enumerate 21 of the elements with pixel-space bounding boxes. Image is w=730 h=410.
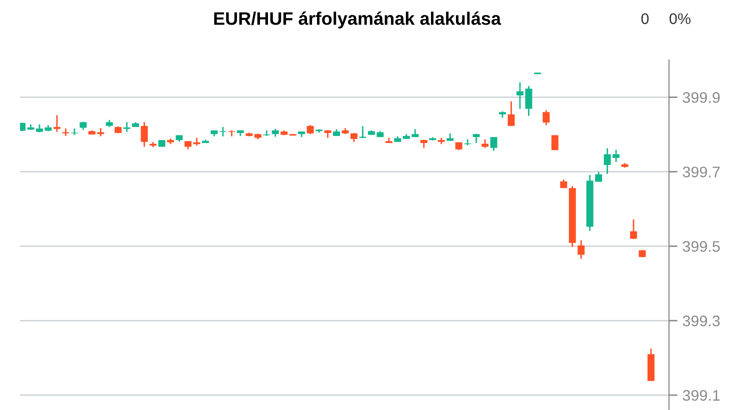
candlestick <box>542 110 550 126</box>
text: 0% <box>670 13 690 24</box>
candlestick <box>472 133 480 144</box>
text: 0 <box>641 13 649 24</box>
y-tick-label: 399.9 <box>682 92 720 103</box>
chart-title: EUR/HUF árfolyamának alakulása <box>214 12 502 28</box>
y-tick-label: 399.3 <box>682 316 720 326</box>
y-tick-label: 399.1 <box>682 390 720 401</box>
candlestick <box>123 121 130 133</box>
candlestick <box>630 218 638 240</box>
candlestick <box>70 128 78 136</box>
candlestick <box>490 136 498 152</box>
y-tick-label: 399.7 <box>682 166 720 178</box>
candlestick <box>219 126 226 138</box>
y-tick-label: 399.5 <box>682 241 720 252</box>
candlestick <box>551 134 558 151</box>
candlestick <box>140 121 148 148</box>
candlestick <box>508 100 515 127</box>
candlestick <box>228 130 236 138</box>
candlestick <box>53 114 60 133</box>
candlestick <box>578 240 585 260</box>
